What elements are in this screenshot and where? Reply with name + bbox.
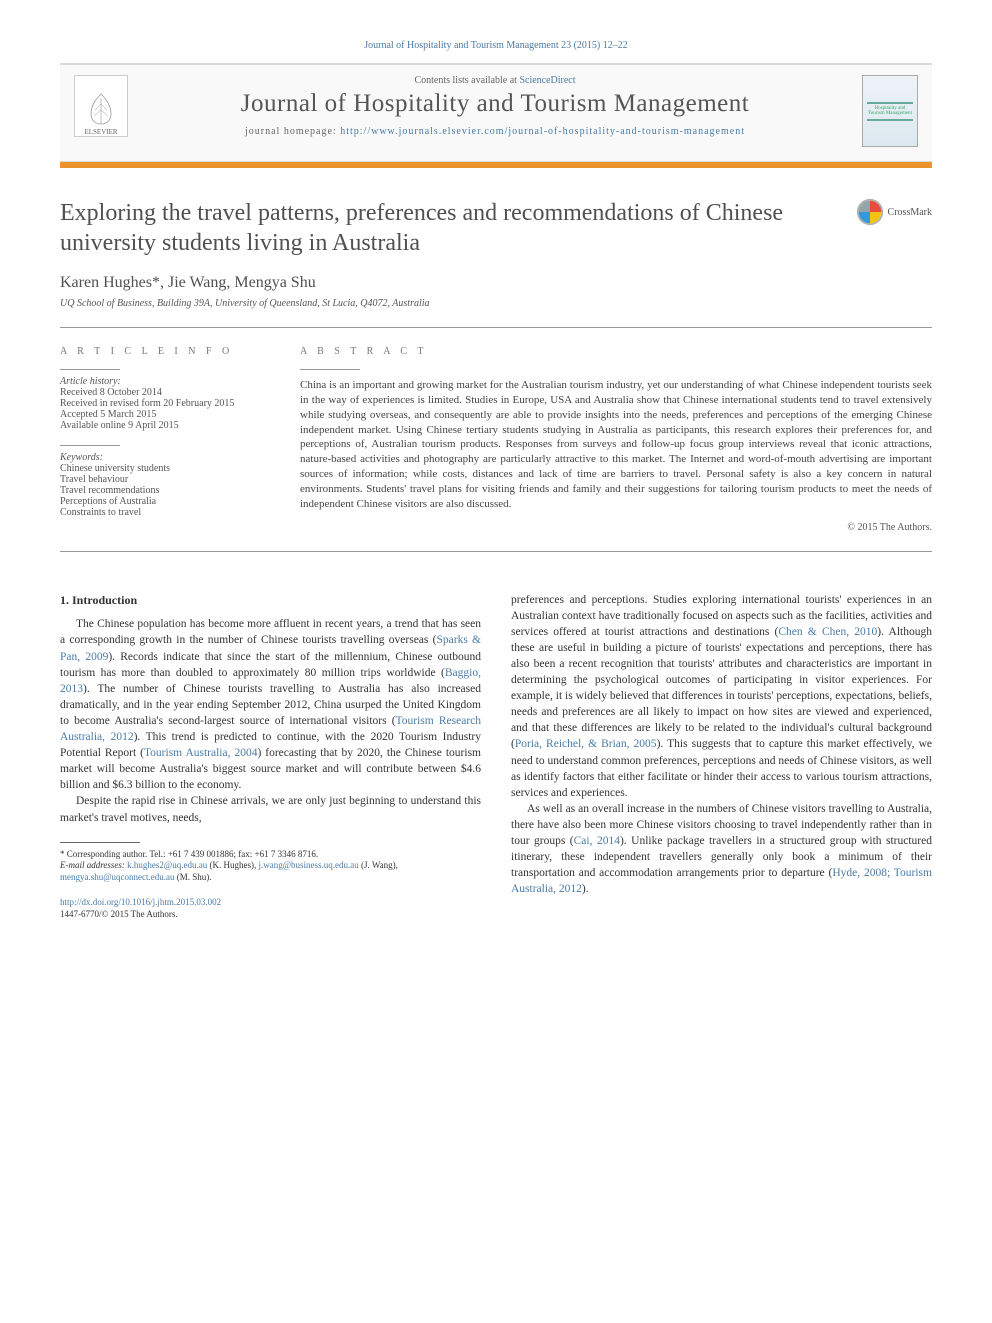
- crossmark-label: CrossMark: [888, 207, 932, 218]
- elsevier-logo[interactable]: ELSEVIER: [74, 75, 128, 137]
- section-heading: 1. Introduction: [60, 592, 481, 609]
- abstract-block: A B S T R A C T China is an important an…: [300, 346, 932, 533]
- elsevier-tree-icon: [81, 88, 121, 128]
- corresponding-author: * Corresponding author. Tel.: +61 7 439 …: [60, 849, 481, 861]
- article-title: Exploring the travel patterns, preferenc…: [60, 198, 836, 258]
- citation-link[interactable]: Cai, 2014: [574, 835, 620, 847]
- crossmark-icon: [856, 198, 884, 226]
- history-online: Available online 9 April 2015: [60, 420, 260, 431]
- keyword: Chinese university students: [60, 463, 260, 474]
- history-received: Received 8 October 2014: [60, 387, 260, 398]
- accent-bar: [60, 162, 932, 168]
- email-link[interactable]: k.hughes2@uq.edu.au: [127, 860, 207, 870]
- citation-link[interactable]: Tourism Australia, 2004: [144, 747, 258, 759]
- keyword: Perceptions of Australia: [60, 496, 260, 507]
- email-link[interactable]: j.wang@business.uq.edu.au: [258, 860, 358, 870]
- body-paragraph: As well as an overall increase in the nu…: [511, 801, 932, 898]
- homepage-line: journal homepage: http://www.journals.el…: [144, 126, 846, 137]
- sciencedirect-link[interactable]: ScienceDirect: [519, 75, 575, 86]
- journal-title: Journal of Hospitality and Tourism Manag…: [144, 90, 846, 118]
- column-left: 1. Introduction The Chinese population h…: [60, 592, 481, 921]
- history-accepted: Accepted 5 March 2015: [60, 409, 260, 420]
- doi-link[interactable]: http://dx.doi.org/10.1016/j.jhtm.2015.03…: [60, 897, 221, 907]
- history-label: Article history:: [60, 376, 260, 387]
- article-info: A R T I C L E I N F O Article history: R…: [60, 346, 260, 533]
- citation-link[interactable]: Chen & Chen, 2010: [778, 626, 877, 638]
- footnote-rule: [60, 842, 140, 843]
- cover-text: Hospitality and Tourism Management: [867, 102, 913, 121]
- crossmark-badge[interactable]: CrossMark: [856, 198, 932, 226]
- rule-top: [60, 327, 932, 328]
- copyright: © 2015 The Authors.: [300, 522, 932, 533]
- citation-link[interactable]: Poria, Reichel, & Brian, 2005: [515, 738, 657, 750]
- body-paragraph: Despite the rapid rise in Chinese arriva…: [60, 793, 481, 825]
- abstract-text: China is an important and growing market…: [300, 378, 932, 512]
- footnotes: * Corresponding author. Tel.: +61 7 439 …: [60, 849, 481, 884]
- email-addresses: E-mail addresses: k.hughes2@uq.edu.au (K…: [60, 860, 481, 883]
- issn: 1447-6770/© 2015 The Authors.: [60, 909, 178, 919]
- top-citation: Journal of Hospitality and Tourism Manag…: [60, 40, 932, 51]
- keywords-label: Keywords:: [60, 452, 260, 463]
- journal-header: ELSEVIER Contents lists available at Sci…: [60, 63, 932, 162]
- authors: Karen Hughes*, Jie Wang, Mengya Shu: [60, 274, 932, 292]
- abstract-heading: A B S T R A C T: [300, 346, 932, 357]
- history-revised: Received in revised form 20 February 201…: [60, 398, 260, 409]
- keyword: Constraints to travel: [60, 507, 260, 518]
- homepage-link[interactable]: http://www.journals.elsevier.com/journal…: [340, 126, 745, 137]
- body-paragraph: preferences and perceptions. Studies exp…: [511, 592, 932, 801]
- journal-cover-thumbnail[interactable]: Hospitality and Tourism Management: [862, 75, 918, 147]
- contents-line: Contents lists available at ScienceDirec…: [144, 75, 846, 86]
- doi-block: http://dx.doi.org/10.1016/j.jhtm.2015.03…: [60, 896, 481, 921]
- article-info-heading: A R T I C L E I N F O: [60, 346, 260, 357]
- column-right: preferences and perceptions. Studies exp…: [511, 592, 932, 921]
- elsevier-name: ELSEVIER: [84, 128, 117, 136]
- affiliation: UQ School of Business, Building 39A, Uni…: [60, 298, 932, 309]
- rule-bottom: [60, 551, 932, 552]
- body-paragraph: The Chinese population has become more a…: [60, 616, 481, 793]
- keyword: Travel recommendations: [60, 485, 260, 496]
- keyword: Travel behaviour: [60, 474, 260, 485]
- email-link[interactable]: mengya.shu@uqconnect.edu.au: [60, 872, 175, 882]
